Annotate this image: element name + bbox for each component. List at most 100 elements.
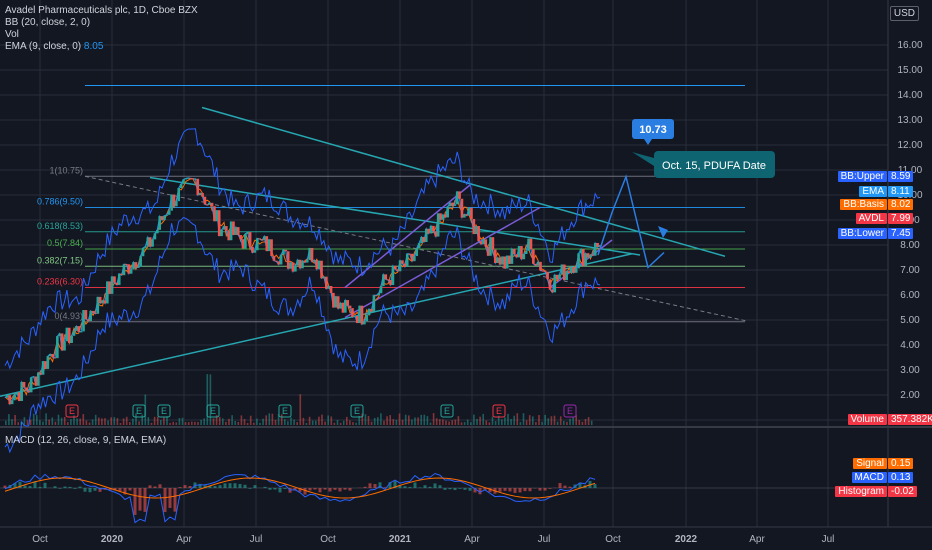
volume-bar — [20, 421, 23, 425]
volume-bar — [590, 420, 593, 425]
macd-histogram-bar — [243, 484, 247, 488]
candle — [558, 274, 561, 279]
y-tick-label: 3.00 — [900, 365, 920, 376]
legend-macd: MACD (12, 26, close, 9, EMA, EMA) — [5, 435, 167, 446]
volume-bar — [547, 418, 550, 425]
candle — [17, 392, 21, 401]
macd-histogram-bar — [313, 488, 317, 490]
candle — [179, 183, 183, 189]
volume-bar — [553, 415, 556, 425]
candle — [513, 248, 516, 255]
macd-histogram-bar — [108, 488, 112, 491]
volume-bar — [330, 416, 333, 425]
candle — [322, 276, 326, 279]
macd-histogram-bar — [578, 482, 582, 488]
candle — [275, 260, 278, 262]
candle — [272, 255, 276, 261]
macd-histogram-bar — [483, 488, 487, 491]
macd-histogram-bar — [263, 486, 267, 488]
candle — [586, 253, 590, 258]
candle — [529, 238, 533, 250]
trendline-upper — [201, 106, 726, 257]
candle — [172, 194, 176, 207]
volume-bar — [129, 422, 131, 425]
volume-bar — [166, 416, 168, 425]
macd-histogram-bar — [18, 481, 22, 488]
volume-bar — [556, 421, 559, 425]
volume-bar — [485, 420, 488, 425]
candle — [408, 253, 411, 255]
candle — [294, 265, 297, 272]
annotation-pointer — [632, 152, 654, 166]
volume-bar — [234, 420, 236, 425]
volume-bar — [88, 422, 91, 425]
candle — [484, 239, 488, 247]
candle — [432, 225, 435, 232]
legend-ema[interactable]: EMA (9, close, 0) 8.05 — [5, 41, 198, 53]
currency-label[interactable]: USD — [889, 6, 919, 21]
volume-bar — [256, 418, 258, 425]
macd-legend[interactable]: MACD (12, 26, close, 9, EMA, EMA) — [5, 435, 166, 447]
earnings-marker — [563, 404, 577, 418]
candle — [51, 354, 54, 358]
macd-histogram-bar — [113, 488, 117, 491]
candle — [370, 308, 373, 312]
candle — [398, 260, 402, 272]
price-label-name: BB:Upper — [837, 171, 887, 182]
macd-histogram-bar — [3, 485, 7, 488]
price-label-name: BB:Lower — [837, 228, 887, 239]
volume-bar — [408, 415, 410, 425]
candle — [534, 263, 538, 266]
macd-histogram-bar — [423, 485, 427, 488]
volume-bar — [370, 421, 373, 425]
volume-bar — [435, 418, 438, 425]
volume-bar — [104, 418, 106, 425]
macd-histogram-bar — [83, 488, 87, 492]
candle — [455, 191, 459, 205]
earnings-marker-label: E — [136, 406, 142, 416]
candle — [53, 357, 57, 359]
candle — [291, 262, 295, 272]
volume-bar — [342, 420, 345, 425]
volume-bar — [141, 414, 143, 425]
candle — [532, 249, 535, 264]
candle — [567, 271, 571, 273]
volume-bar — [200, 419, 202, 425]
candle — [220, 229, 223, 237]
fib-level-label: 0(4.93) — [54, 311, 83, 321]
candle — [301, 260, 304, 269]
volume-bar — [439, 419, 441, 425]
volume-bar — [466, 419, 469, 425]
earnings-marker-label: E — [444, 406, 450, 416]
candle — [394, 265, 397, 270]
candle — [510, 248, 514, 264]
candle — [201, 192, 204, 197]
candle — [98, 296, 102, 304]
volume-bar — [222, 418, 224, 425]
volume-bar — [175, 422, 178, 425]
x-tick-label: Oct — [320, 534, 336, 545]
volume-bar — [333, 422, 336, 425]
volume-bar — [417, 417, 419, 425]
volume-bar — [559, 416, 562, 425]
y-tick-label: 5.00 — [900, 315, 920, 326]
volume-bar — [138, 421, 140, 425]
candle — [391, 265, 395, 286]
legend-vol[interactable]: Vol — [5, 29, 19, 40]
volume-bar — [42, 421, 44, 425]
candle — [427, 228, 430, 234]
candle — [177, 188, 181, 202]
volume-bar — [191, 421, 193, 425]
macd-histogram-bar — [53, 486, 57, 488]
volume-bar — [36, 415, 38, 425]
candle — [239, 235, 242, 240]
y-tick-label: 11.00 — [898, 165, 923, 176]
legend-bb[interactable]: BB (20, close, 2, 0) — [5, 17, 91, 28]
candle — [329, 285, 333, 293]
volume-bar — [525, 420, 528, 425]
volume-bar — [494, 421, 497, 425]
earnings-marker-label: E — [567, 406, 573, 416]
macd-histogram-bar — [368, 483, 372, 488]
volume-bar — [5, 420, 7, 425]
